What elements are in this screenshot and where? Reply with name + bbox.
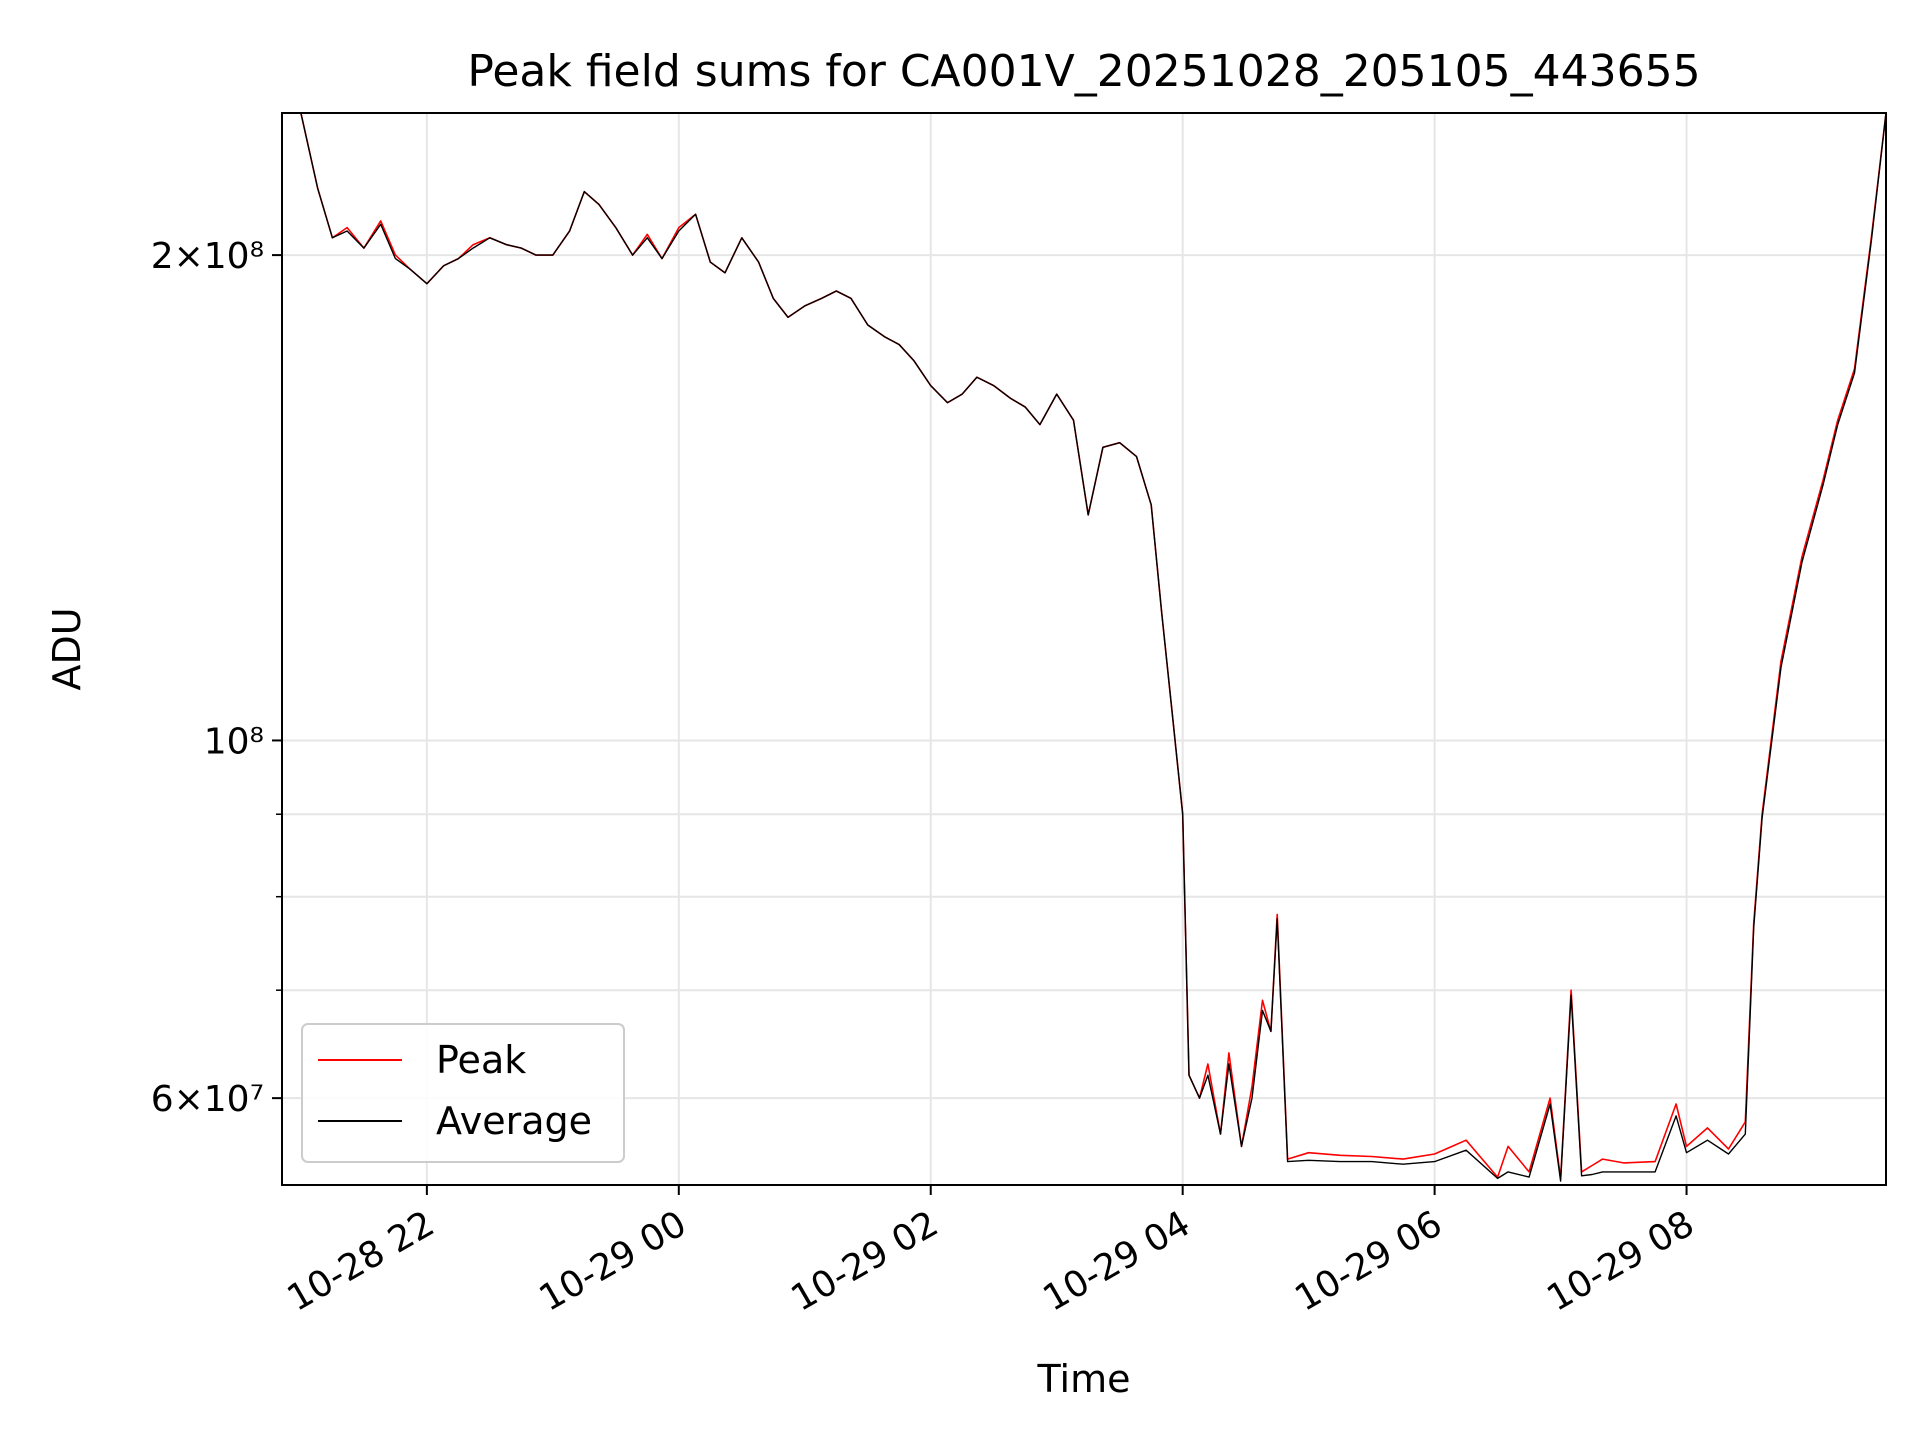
series-lines xyxy=(282,112,1887,1182)
x-tick-label: 10-29 08 xyxy=(1540,1203,1701,1319)
plot-area-frame xyxy=(281,112,1887,1186)
legend-label-average: Average xyxy=(436,1099,592,1143)
x-tick-label: 10-28 22 xyxy=(281,1203,442,1319)
series-line-average xyxy=(282,112,1887,1182)
y-tick-label: 2×10⁸ xyxy=(151,236,264,277)
y-tick-label: 10⁸ xyxy=(204,721,264,762)
series-line-peak xyxy=(282,112,1887,1180)
y-axis-title: ADU xyxy=(45,607,89,690)
x-tick-label: 10-29 00 xyxy=(533,1203,694,1319)
legend: Peak Average xyxy=(301,1023,625,1163)
x-tick-label: 10-29 06 xyxy=(1288,1203,1449,1319)
x-tick-label: 10-29 04 xyxy=(1037,1203,1198,1319)
x-axis-title: Time xyxy=(1037,1357,1131,1401)
chart-title: Peak field sums for CA001V_20251028_2051… xyxy=(467,46,1700,97)
legend-label-peak: Peak xyxy=(436,1038,526,1082)
y-tick-label: 6×10⁷ xyxy=(151,1079,264,1120)
x-tick-label: 10-29 02 xyxy=(785,1203,946,1319)
legend-box xyxy=(301,1023,625,1163)
